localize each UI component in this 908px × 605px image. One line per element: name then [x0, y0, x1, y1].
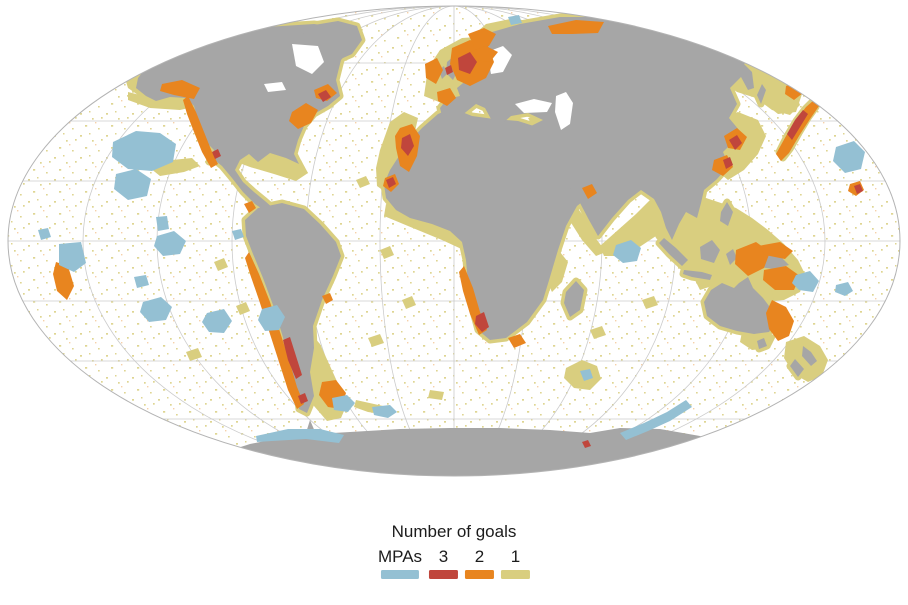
legend-swatch-3-goals: [429, 570, 459, 579]
mpa-layer: [38, 15, 865, 443]
legend-item-mpas: MPAs: [378, 547, 422, 579]
hudson-bay: [292, 44, 324, 74]
legend-label-1-goal: 1: [510, 547, 521, 566]
legend-label-mpas: MPAs: [377, 547, 423, 566]
great-lakes: [264, 82, 286, 92]
legend-swatch-mpas: [380, 570, 419, 579]
legend-swatch-2-goals: [465, 570, 495, 579]
layer-2-goals: [53, 20, 864, 409]
legend-row: MPAs 3 2 1: [378, 547, 531, 579]
black-sea: [515, 99, 552, 113]
world-map-svg: [7, 5, 901, 477]
caspian-sea: [555, 92, 573, 130]
projection-outline: [7, 5, 901, 477]
layer-3-goals: [212, 52, 863, 448]
legend-item-2-goals: 2: [465, 547, 495, 579]
world-map: [7, 5, 901, 477]
legend-label-2-goals: 2: [474, 547, 485, 566]
legend-label-3-goals: 3: [438, 547, 449, 566]
legend-swatch-1-goal: [501, 570, 531, 579]
land-layer: [136, 17, 817, 476]
legend-item-1-goal: 1: [501, 547, 531, 579]
legend: Number of goals MPAs 3 2 1: [378, 522, 531, 579]
legend-item-3-goals: 3: [429, 547, 459, 579]
legend-title: Number of goals: [391, 522, 517, 541]
